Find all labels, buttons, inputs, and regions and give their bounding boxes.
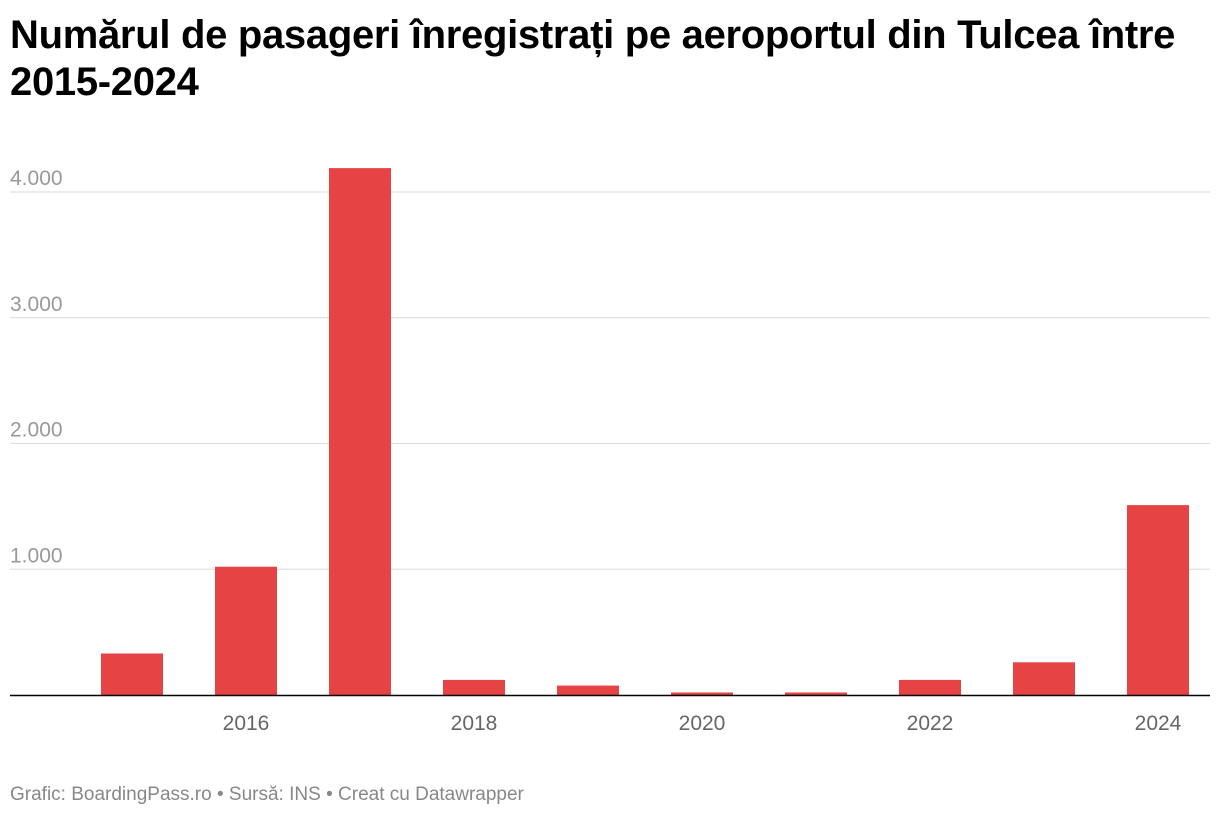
x-tick-label: 2018	[451, 712, 498, 735]
footer-source: Sursă: INS	[228, 784, 321, 805]
x-tick-label: 2020	[679, 712, 726, 735]
footer-credit: Grafic: BoardingPass.ro	[10, 784, 212, 805]
chart-footer: Grafic: BoardingPass.ro • Sursă: INS • C…	[10, 784, 524, 806]
bar-2022	[899, 679, 961, 695]
y-tick-label: 3.000	[10, 293, 63, 316]
x-tick-label: 2022	[907, 712, 954, 735]
bar-2024	[1127, 505, 1189, 695]
bar-2021	[785, 692, 847, 695]
footer-separator: •	[320, 784, 339, 805]
bar-2023	[1013, 662, 1075, 695]
x-tick-label: 2024	[1135, 712, 1182, 735]
y-tick-label: 1.000	[10, 544, 63, 567]
bar-2016	[215, 566, 277, 695]
bar-2015	[101, 653, 163, 695]
chart-title: Numărul de pasageri înregistrați pe aero…	[10, 13, 1176, 104]
x-tick-label: 2016	[223, 712, 270, 735]
bar-2020	[671, 692, 733, 695]
bar-2018	[443, 679, 505, 695]
bar-2017	[329, 168, 391, 696]
bar-2019	[557, 685, 619, 695]
y-tick-label: 2.000	[10, 419, 63, 442]
footer-tool: Creat cu Datawrapper	[338, 784, 524, 805]
y-tick-label: 4.000	[10, 167, 63, 190]
footer-separator: •	[211, 784, 229, 805]
